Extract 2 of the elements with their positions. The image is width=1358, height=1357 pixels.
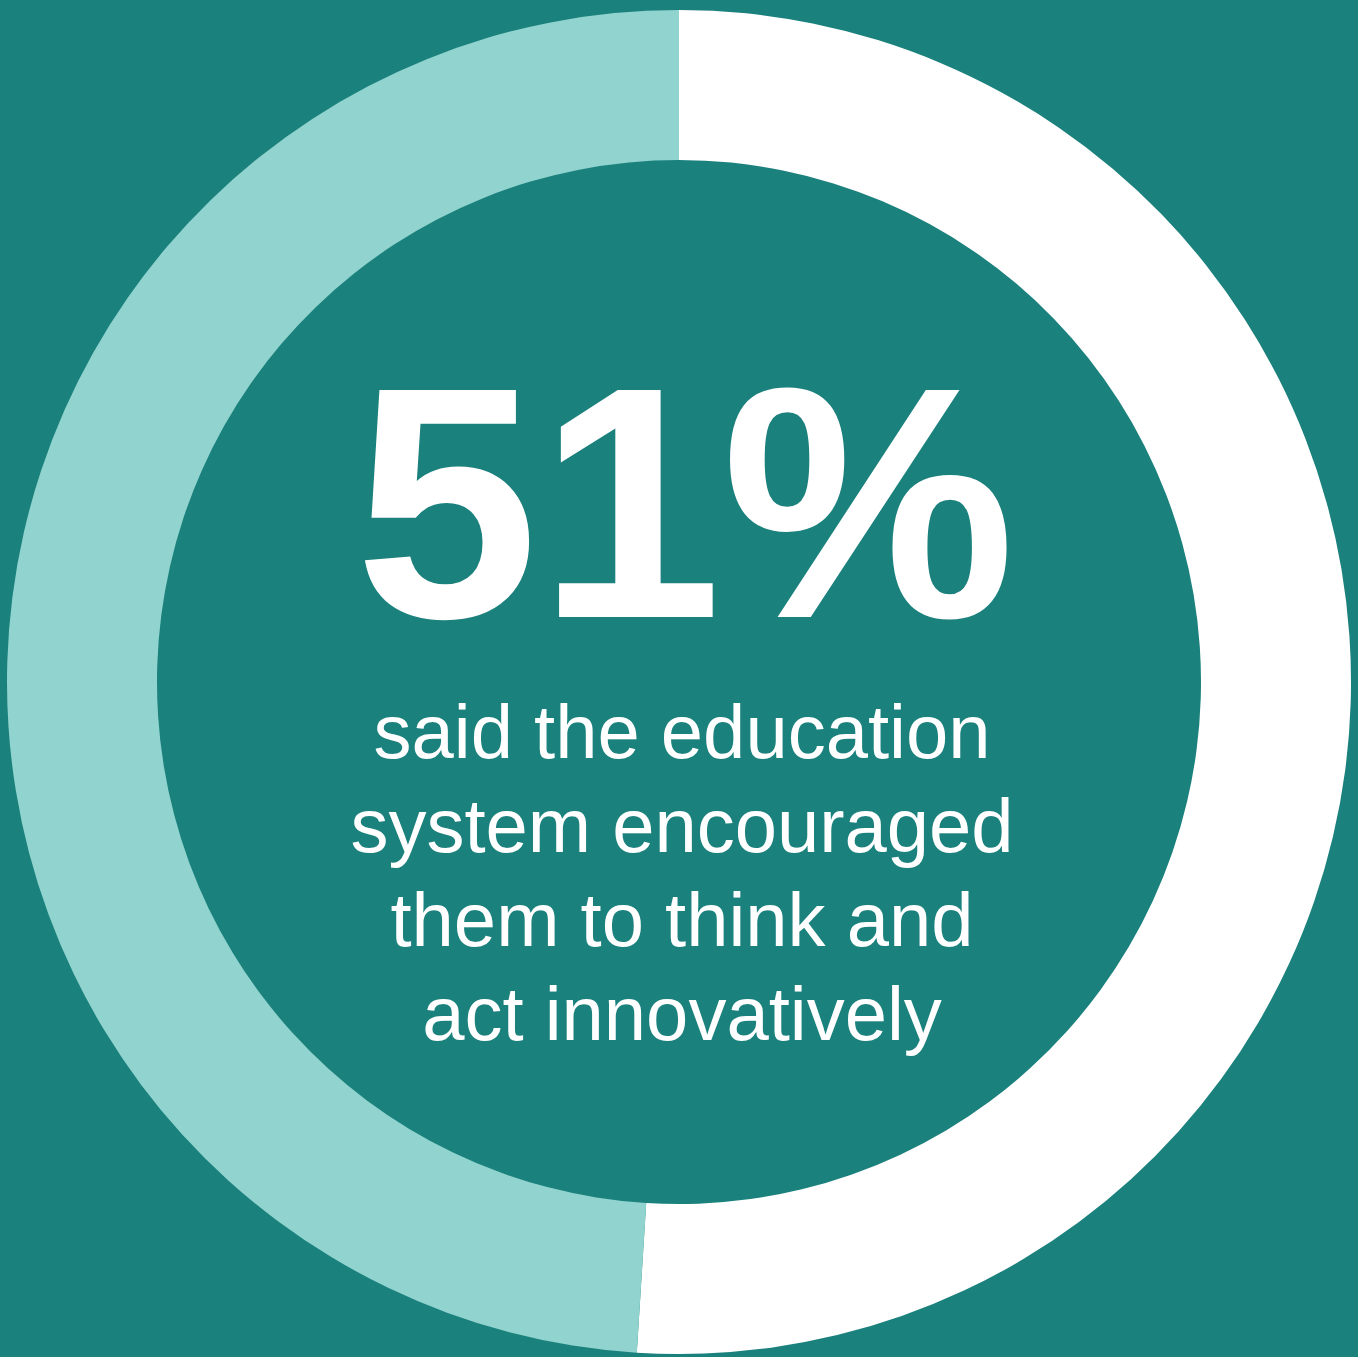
text: said the education system encouraged them to think and act innovatively [350, 689, 1014, 1056]
data-label: 51% [354, 318, 1016, 687]
